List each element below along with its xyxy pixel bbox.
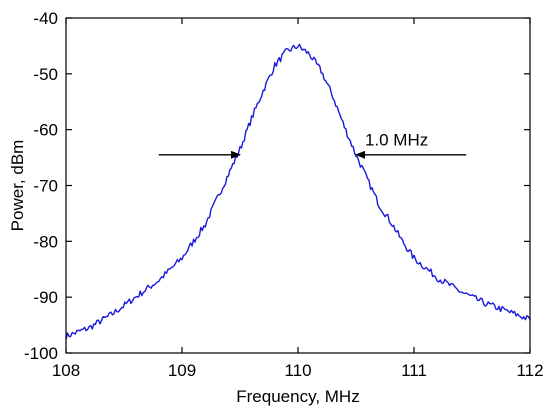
y-axis-ticks: -100 -90 -80 -70 -60 -50 -40 — [24, 9, 530, 363]
annotations: 1.0 MHz — [158, 130, 467, 159]
y-tick-label: -80 — [33, 232, 58, 251]
plot-frame — [65, 17, 531, 354]
linewidth-label: 1.0 MHz — [365, 130, 428, 149]
power-spectrum-line — [65, 43, 531, 340]
y-tick-label: -70 — [33, 177, 58, 196]
plot-area — [66, 18, 530, 353]
x-tick-label: 110 — [284, 361, 311, 380]
y-tick-label: -100 — [24, 344, 58, 363]
x-tick-label: 109 — [168, 361, 196, 380]
x-axis-ticks: 108 109 110 111 112 — [52, 18, 544, 380]
y-tick-label: -40 — [33, 9, 58, 28]
y-axis-title: Power, dBm — [8, 140, 27, 232]
x-tick-label: 111 — [401, 361, 427, 380]
x-tick-label: 112 — [516, 361, 543, 380]
x-axis-title: Frequency, MHz — [236, 387, 359, 406]
y-tick-label: -50 — [33, 65, 58, 84]
y-tick-label: -90 — [33, 288, 58, 307]
y-tick-label: -60 — [33, 121, 58, 140]
x-tick-label: 108 — [52, 361, 80, 380]
